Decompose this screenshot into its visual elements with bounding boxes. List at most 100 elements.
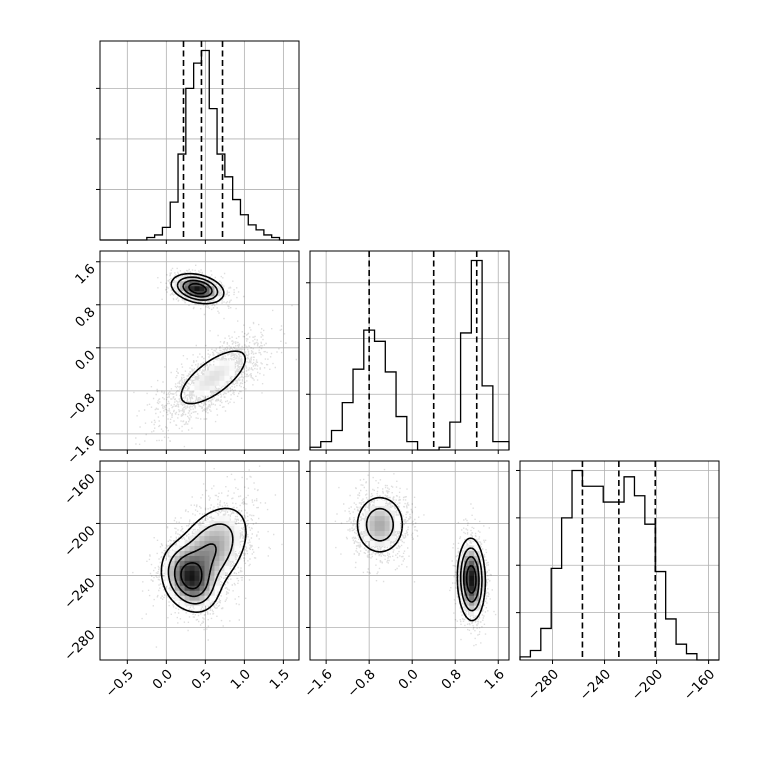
density-cell: [474, 600, 480, 606]
density-cell: [474, 555, 480, 561]
density-cell: [179, 550, 185, 556]
density-cell: [389, 530, 395, 537]
density-cell: [384, 505, 391, 512]
density-cell: [364, 510, 371, 517]
density-cell: [204, 380, 210, 386]
density-cell: [184, 545, 190, 551]
density-cell: [194, 580, 200, 586]
density-cell: [224, 535, 230, 542]
density-cell: [194, 285, 200, 292]
density-cell: [374, 525, 381, 532]
density-cell: [214, 525, 220, 532]
density-cell: [214, 380, 220, 386]
density-cell: [374, 515, 381, 522]
density-cell: [384, 515, 391, 522]
density-cell: [474, 575, 480, 581]
density-cell: [219, 535, 225, 542]
contour-level-3: [465, 564, 477, 595]
density-cell: [214, 570, 220, 576]
density-cell: [179, 570, 185, 576]
joint-panel-p1-p2: [306, 461, 509, 664]
density-cell: [459, 595, 465, 601]
density-cell: [394, 515, 400, 522]
density-cell: [384, 540, 391, 546]
density-cell: [224, 515, 230, 522]
density-cell: [474, 585, 480, 591]
density-cell: [394, 525, 400, 532]
density-cell: [379, 520, 386, 527]
contour-level-2: [462, 555, 480, 603]
density-cell: [224, 360, 230, 366]
density-cell: [174, 550, 181, 556]
density-cell: [169, 590, 176, 596]
density-cell: [234, 530, 240, 537]
x-tick-label-p0-1: 0.0: [149, 666, 176, 693]
contour-level-1: [167, 523, 234, 605]
density-cell: [219, 370, 225, 376]
density-cell: [374, 530, 381, 537]
density-cell: [479, 595, 485, 601]
density-cell: [374, 535, 381, 542]
density-cell: [369, 520, 376, 527]
density-cell: [169, 570, 176, 576]
density-cell: [214, 565, 220, 571]
density-cell: [224, 540, 230, 546]
density-cell: [384, 520, 391, 527]
density-cell: [204, 600, 210, 606]
density-cell: [199, 555, 205, 561]
density-cell: [204, 520, 210, 527]
density-cell: [184, 540, 190, 546]
density-cell: [219, 525, 225, 532]
density-cell: [469, 555, 475, 561]
density-cell: [209, 285, 215, 292]
x-tick-label-p2-1: −240: [577, 666, 615, 704]
density-cell: [364, 520, 371, 527]
density-cell: [184, 275, 190, 282]
density-cell: [189, 290, 195, 297]
density-cell: [164, 575, 171, 581]
density-cell: [189, 570, 195, 576]
density-cell: [199, 390, 205, 396]
density-cell: [199, 580, 205, 586]
density-cell: [209, 580, 215, 586]
density-cell: [229, 360, 235, 366]
histogram-p0: [100, 49, 299, 241]
density-cell: [474, 580, 480, 586]
density-cell: [464, 545, 470, 551]
x-tick-label-p0-4: 1.5: [267, 666, 294, 693]
joint-frame-p0-p2: [99, 460, 300, 661]
density-cell: [174, 570, 181, 576]
density-cell: [209, 550, 215, 556]
density-cell: [379, 535, 386, 542]
density-cell: [209, 555, 215, 561]
density-cell: [204, 590, 210, 596]
density-cell: [199, 385, 205, 391]
density-cell: [209, 565, 215, 571]
density-cell: [389, 535, 395, 542]
density-cell: [189, 275, 195, 282]
density-cell: [469, 550, 475, 556]
joint-frame-p0-p1: [99, 250, 300, 451]
density-cell: [194, 380, 200, 386]
density-cell: [209, 525, 215, 532]
density-cell: [219, 360, 225, 366]
density-cell: [469, 585, 475, 591]
density-cell: [194, 555, 200, 561]
density-cell: [204, 295, 210, 302]
density-cell: [204, 375, 210, 381]
density-cell: [184, 565, 190, 571]
density-cell: [384, 530, 391, 537]
density-cell: [179, 580, 185, 586]
density-cell: [179, 555, 185, 561]
contour-level-3: [180, 562, 203, 590]
density-cell: [204, 560, 210, 566]
density-cell: [364, 530, 371, 537]
density-cell: [219, 380, 225, 386]
density-cell: [219, 530, 225, 537]
density-cell: [209, 590, 215, 596]
density-cell: [229, 370, 235, 376]
joint-panel-p0-p2: [96, 461, 299, 664]
density-cell: [199, 535, 205, 542]
density-cell: [389, 510, 395, 517]
